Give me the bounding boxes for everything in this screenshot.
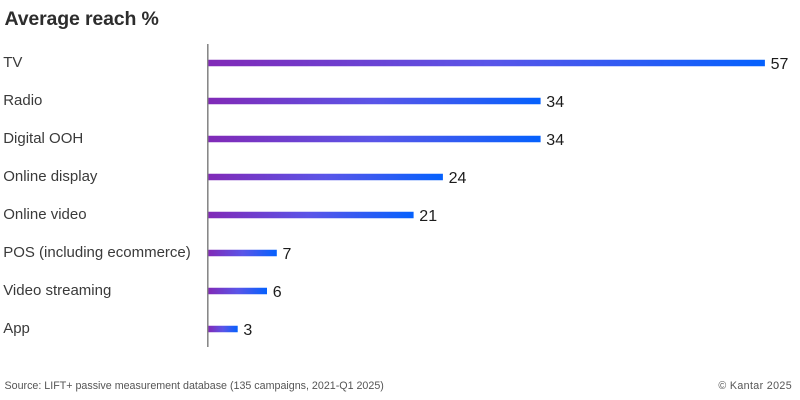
- svg-text:Radio: Radio: [3, 92, 42, 109]
- svg-text:24: 24: [449, 170, 467, 187]
- svg-text:21: 21: [419, 208, 437, 225]
- svg-text:Average reach %: Average reach %: [5, 8, 159, 30]
- svg-text:Digital OOH: Digital OOH: [3, 130, 83, 147]
- svg-text:6: 6: [273, 284, 282, 301]
- svg-text:3: 3: [243, 322, 252, 339]
- svg-text:Source: LIFT+ passive measurem: Source: LIFT+ passive measurement databa…: [5, 380, 384, 392]
- svg-text:57: 57: [771, 56, 789, 73]
- svg-text:Online video: Online video: [3, 206, 86, 223]
- svg-text:TV: TV: [3, 54, 22, 71]
- svg-text:7: 7: [283, 246, 292, 263]
- svg-text:App: App: [3, 320, 30, 337]
- svg-text:34: 34: [546, 132, 564, 149]
- svg-text:Online display: Online display: [3, 168, 98, 185]
- svg-text:34: 34: [546, 94, 564, 111]
- svg-text:© Kantar 2025: © Kantar 2025: [718, 380, 792, 392]
- svg-text:POS (including ecommerce): POS (including ecommerce): [3, 244, 191, 261]
- svg-text:Video streaming: Video streaming: [3, 282, 111, 299]
